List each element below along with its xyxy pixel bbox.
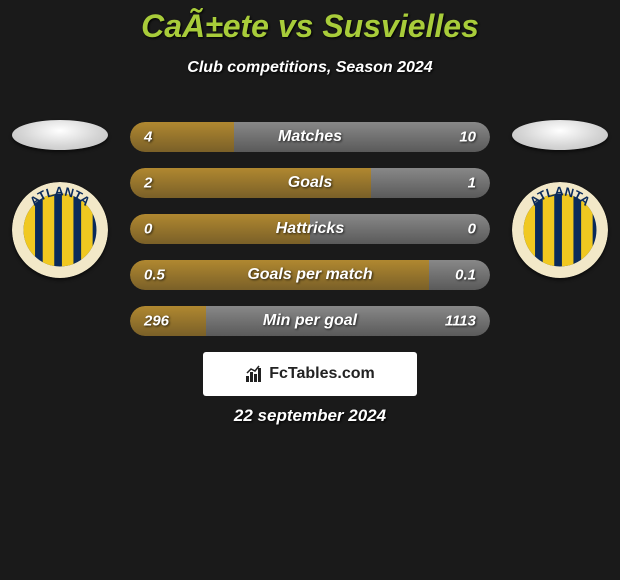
stat-right-value: 1113	[445, 313, 476, 330]
date-text: 22 september 2024	[0, 406, 620, 426]
stat-label: Min per goal	[263, 312, 357, 330]
stat-label: Matches	[278, 128, 342, 146]
stat-left-value: 4	[144, 129, 152, 146]
stat-row: 2 Goals 1	[130, 168, 490, 198]
stat-right-value: 10	[459, 129, 476, 146]
stat-row: 296 Min per goal 1113	[130, 306, 490, 336]
stat-right-value: 0.1	[455, 267, 476, 284]
source-logo-label: FcTables.com	[269, 365, 375, 383]
page-title: CaÃ±ete vs Susvielles	[0, 0, 620, 45]
club-badge-right: ATLANTA	[512, 182, 608, 278]
page-subtitle: Club competitions, Season 2024	[0, 59, 620, 77]
stat-left-value: 0	[144, 221, 152, 238]
stat-right-value: 0	[468, 221, 476, 238]
flag-left	[12, 120, 108, 150]
stat-row: 0.5 Goals per match 0.1	[130, 260, 490, 290]
flag-right	[512, 120, 608, 150]
comparison-card: CaÃ±ete vs Susvielles Club competitions,…	[0, 0, 620, 580]
stat-label: Goals	[288, 174, 332, 192]
stat-left-value: 2	[144, 175, 152, 192]
stats-panel: 4Matches102Goals10Hattricks00.5Goals per…	[130, 122, 490, 352]
player-right-col: ATLANTA	[512, 120, 608, 278]
player-left-col: ATLANTA	[12, 120, 108, 278]
club-badge-left: ATLANTA	[12, 182, 108, 278]
stat-left-value: 296	[144, 313, 169, 330]
stat-right-value: 1	[468, 175, 476, 192]
stat-left-value: 0.5	[144, 267, 165, 284]
stat-row: 0 Hattricks 0	[130, 214, 490, 244]
stat-label: Goals per match	[247, 266, 372, 284]
stat-label: Hattricks	[276, 220, 344, 238]
stat-row: 4 Matches 10	[130, 122, 490, 152]
source-logo-text: FcTables.com	[245, 365, 375, 383]
source-logo: FcTables.com	[203, 352, 417, 396]
bar-chart-icon	[245, 365, 265, 383]
